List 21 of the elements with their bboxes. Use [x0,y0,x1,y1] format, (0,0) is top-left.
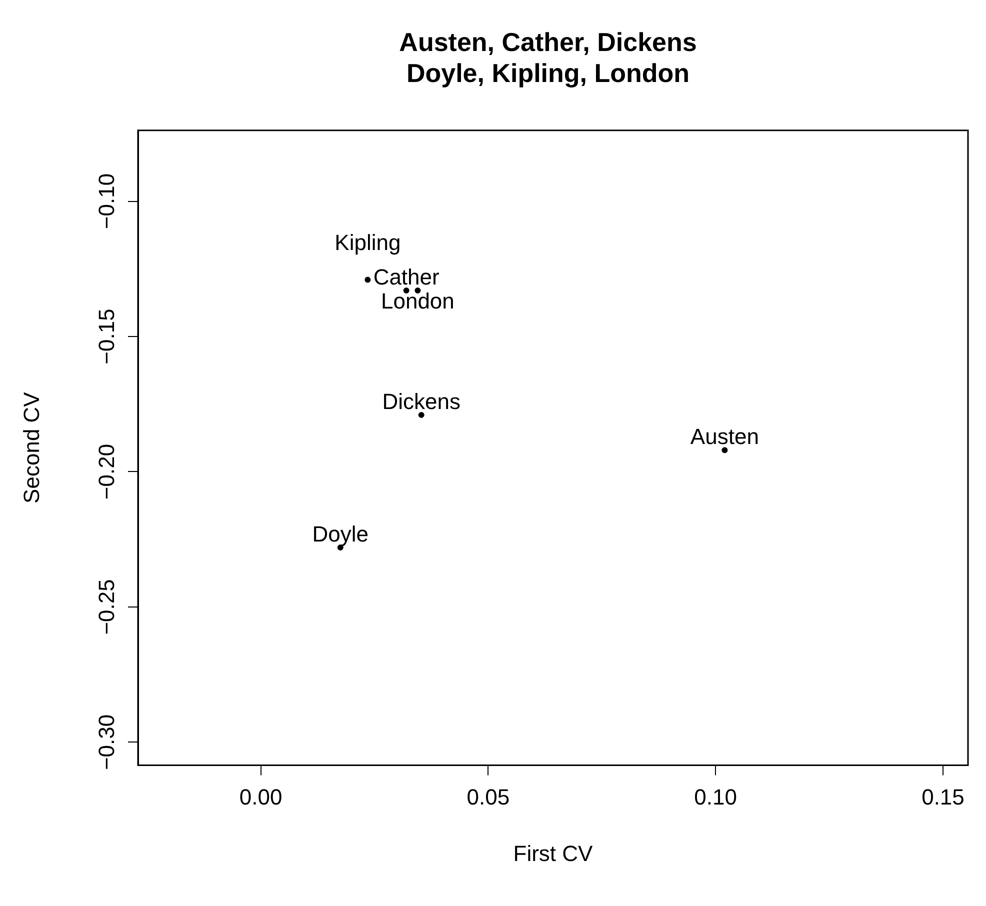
y-tick-label: −0.25 [94,579,120,635]
series-label: Cather [373,264,440,290]
point [364,276,371,283]
x-tick-label: 0.00 [239,784,282,810]
x-tick-label: 0.15 [922,784,964,810]
series-label: Doyle [312,522,369,547]
series-label: Kipling [334,230,401,255]
x-axis-title: First CV [513,840,594,866]
y-tick-label: −0.20 [94,444,120,500]
y-axis-title: Second CV [19,392,44,504]
series-label: Austen [690,424,759,450]
chart-title: Austen, Cather, Dickens Doyle, Kipling, London [399,26,697,88]
y-tick-label: −0.10 [94,173,120,230]
y-tick-label: −0.30 [94,714,120,770]
x-tick-label: 0.05 [466,784,510,810]
series-label: Dickens [382,389,460,414]
point [418,412,424,418]
point [722,447,728,454]
y-tick-label: −0.15 [94,308,120,364]
x-tick-label: 0.10 [694,784,738,810]
series-label: London [380,288,454,314]
